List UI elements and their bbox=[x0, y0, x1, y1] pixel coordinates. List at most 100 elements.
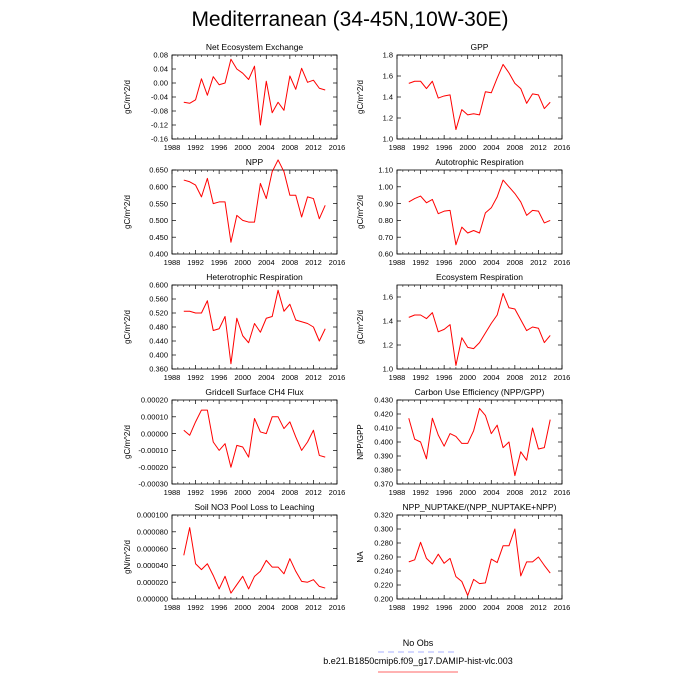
y-tick-label-6-1: -0.00020 bbox=[138, 463, 168, 472]
x-tick-label-7-4: 2004 bbox=[483, 488, 500, 497]
y-tick-label-6-2: -0.00010 bbox=[138, 446, 168, 455]
x-tick-label-0-4: 2004 bbox=[258, 143, 275, 152]
y-tick-label-2-0: 0.400 bbox=[149, 250, 168, 259]
y-tick-label-0-5: 0.04 bbox=[153, 65, 168, 74]
x-tick-label-9-4: 2004 bbox=[483, 603, 500, 612]
series-line-0-0 bbox=[183, 58, 326, 126]
x-tick-label-7-1: 1992 bbox=[412, 488, 429, 497]
x-tick-label-1-7: 2016 bbox=[554, 143, 571, 152]
plot-frame-3 bbox=[396, 169, 563, 255]
y-tick-label-7-6: 0.430 bbox=[374, 396, 393, 405]
x-tick-label-3-5: 2008 bbox=[507, 258, 524, 267]
chart-title-6: Gridcell Surface CH4 Flux bbox=[205, 387, 304, 397]
y-tick-label-3-2: 0.80 bbox=[378, 216, 393, 225]
chart-title-7: Carbon Use Efficiency (NPP/GPP) bbox=[415, 387, 545, 397]
x-tick-label-6-6: 2012 bbox=[305, 488, 322, 497]
chart-title-3: Autotrophic Respiration bbox=[435, 157, 524, 167]
plot-frame-8 bbox=[171, 514, 338, 600]
y-tick-label-4-5: 0.560 bbox=[149, 295, 168, 304]
plot-frame-6 bbox=[171, 399, 338, 485]
x-tick-label-3-4: 2004 bbox=[483, 258, 500, 267]
x-tick-label-5-7: 2016 bbox=[554, 373, 571, 382]
x-tick-label-7-0: 1988 bbox=[389, 488, 406, 497]
x-tick-label-6-5: 2008 bbox=[282, 488, 299, 497]
x-tick-label-0-5: 2008 bbox=[282, 143, 299, 152]
x-tick-label-4-0: 1988 bbox=[164, 373, 181, 382]
y-axis-label-7: NPP/GPP bbox=[356, 424, 365, 460]
y-axis-label-8: gN/m^2/d bbox=[123, 540, 132, 574]
x-tick-label-3-7: 2016 bbox=[554, 258, 571, 267]
x-tick-label-0-0: 1988 bbox=[164, 143, 181, 152]
x-tick-label-0-7: 2016 bbox=[329, 143, 346, 152]
x-tick-label-3-2: 1996 bbox=[436, 258, 453, 267]
x-tick-label-6-7: 2016 bbox=[329, 488, 346, 497]
plot-frame-9 bbox=[396, 514, 563, 600]
series-line-7-0 bbox=[408, 407, 551, 477]
x-tick-label-0-3: 2000 bbox=[234, 143, 251, 152]
y-tick-label-7-5: 0.420 bbox=[374, 410, 393, 419]
x-tick-label-6-0: 1988 bbox=[164, 488, 181, 497]
x-tick-label-8-6: 2012 bbox=[305, 603, 322, 612]
x-tick-label-4-3: 2000 bbox=[234, 373, 251, 382]
y-axis-label-9: NA bbox=[356, 551, 365, 563]
x-tick-label-5-5: 2008 bbox=[507, 373, 524, 382]
chart-panel-3: Autotrophic Respiration 1988 1992 1996 2000 2… bbox=[356, 157, 570, 267]
series-line-5-0 bbox=[408, 292, 551, 366]
y-tick-label-9-0: 0.200 bbox=[374, 595, 393, 604]
x-tick-label-1-2: 1996 bbox=[436, 143, 453, 152]
x-tick-label-0-1: 1992 bbox=[187, 143, 204, 152]
chart-panel-1: GPP 1988 1992 1996 2000 2004 2008 2012 2016 1.0 1.… bbox=[356, 42, 570, 152]
y-tick-label-2-4: 0.600 bbox=[149, 183, 168, 192]
series-line-6-0 bbox=[183, 409, 326, 468]
y-tick-label-7-1: 0.380 bbox=[374, 466, 393, 475]
y-tick-label-5-3: 1.6 bbox=[383, 293, 393, 302]
x-tick-label-2-0: 1988 bbox=[164, 258, 181, 267]
y-tick-label-2-2: 0.500 bbox=[149, 216, 168, 225]
y-tick-label-4-2: 0.440 bbox=[149, 337, 168, 346]
x-tick-label-7-3: 2000 bbox=[459, 488, 476, 497]
y-tick-label-3-4: 1.00 bbox=[378, 183, 393, 192]
y-tick-label-5-1: 1.2 bbox=[383, 341, 393, 350]
y-tick-label-8-0: 0.000000 bbox=[137, 595, 168, 604]
series-line-2-0 bbox=[183, 159, 326, 243]
x-tick-label-6-1: 1992 bbox=[187, 488, 204, 497]
chart-panel-7: Carbon Use Efficiency (NPP/GPP) 1988 1992 1… bbox=[356, 387, 570, 497]
series-line-8-0 bbox=[183, 527, 326, 594]
x-tick-label-1-0: 1988 bbox=[389, 143, 406, 152]
x-tick-label-5-6: 2012 bbox=[530, 373, 547, 382]
x-tick-label-8-5: 2008 bbox=[282, 603, 299, 612]
x-tick-label-5-3: 2000 bbox=[459, 373, 476, 382]
x-tick-label-8-3: 2000 bbox=[234, 603, 251, 612]
x-tick-label-7-7: 2016 bbox=[554, 488, 571, 497]
chart-panel-0: Net Ecosystem Exchange 1988 1992 1996 2000 20… bbox=[123, 42, 345, 152]
y-tick-label-7-2: 0.390 bbox=[374, 452, 393, 461]
x-tick-label-2-1: 1992 bbox=[187, 258, 204, 267]
y-tick-label-1-2: 1.4 bbox=[383, 93, 393, 102]
y-tick-label-9-1: 0.220 bbox=[374, 581, 393, 590]
y-tick-label-0-2: -0.08 bbox=[151, 107, 168, 116]
y-tick-label-9-5: 0.300 bbox=[374, 525, 393, 534]
y-tick-label-6-3: 0.00000 bbox=[141, 429, 168, 438]
x-tick-label-9-6: 2012 bbox=[530, 603, 547, 612]
chart-panel-5: Ecosystem Respiration 1988 1992 1996 2000 200… bbox=[356, 272, 570, 382]
chart-title-4: Heterotrophic Respiration bbox=[206, 272, 303, 282]
x-tick-label-9-3: 2000 bbox=[459, 603, 476, 612]
x-tick-label-9-2: 1996 bbox=[436, 603, 453, 612]
x-tick-label-2-3: 2000 bbox=[234, 258, 251, 267]
y-tick-label-9-2: 0.240 bbox=[374, 567, 393, 576]
x-tick-label-5-4: 2004 bbox=[483, 373, 500, 382]
x-tick-label-3-3: 2000 bbox=[459, 258, 476, 267]
y-tick-label-2-5: 0.650 bbox=[149, 166, 168, 175]
chart-title-1: GPP bbox=[471, 42, 489, 52]
y-tick-label-4-4: 0.520 bbox=[149, 309, 168, 318]
x-tick-label-1-3: 2000 bbox=[459, 143, 476, 152]
series-line-3-0 bbox=[408, 179, 551, 246]
y-tick-label-1-3: 1.6 bbox=[383, 72, 393, 81]
y-tick-label-8-4: 0.000080 bbox=[137, 528, 168, 537]
x-tick-label-4-5: 2008 bbox=[282, 373, 299, 382]
x-tick-label-8-4: 2004 bbox=[258, 603, 275, 612]
y-tick-label-1-1: 1.2 bbox=[383, 114, 393, 123]
x-tick-label-9-5: 2008 bbox=[507, 603, 524, 612]
chart-panel-4: Heterotrophic Respiration 1988 1992 1996 200… bbox=[123, 272, 345, 382]
x-tick-label-6-2: 1996 bbox=[211, 488, 228, 497]
